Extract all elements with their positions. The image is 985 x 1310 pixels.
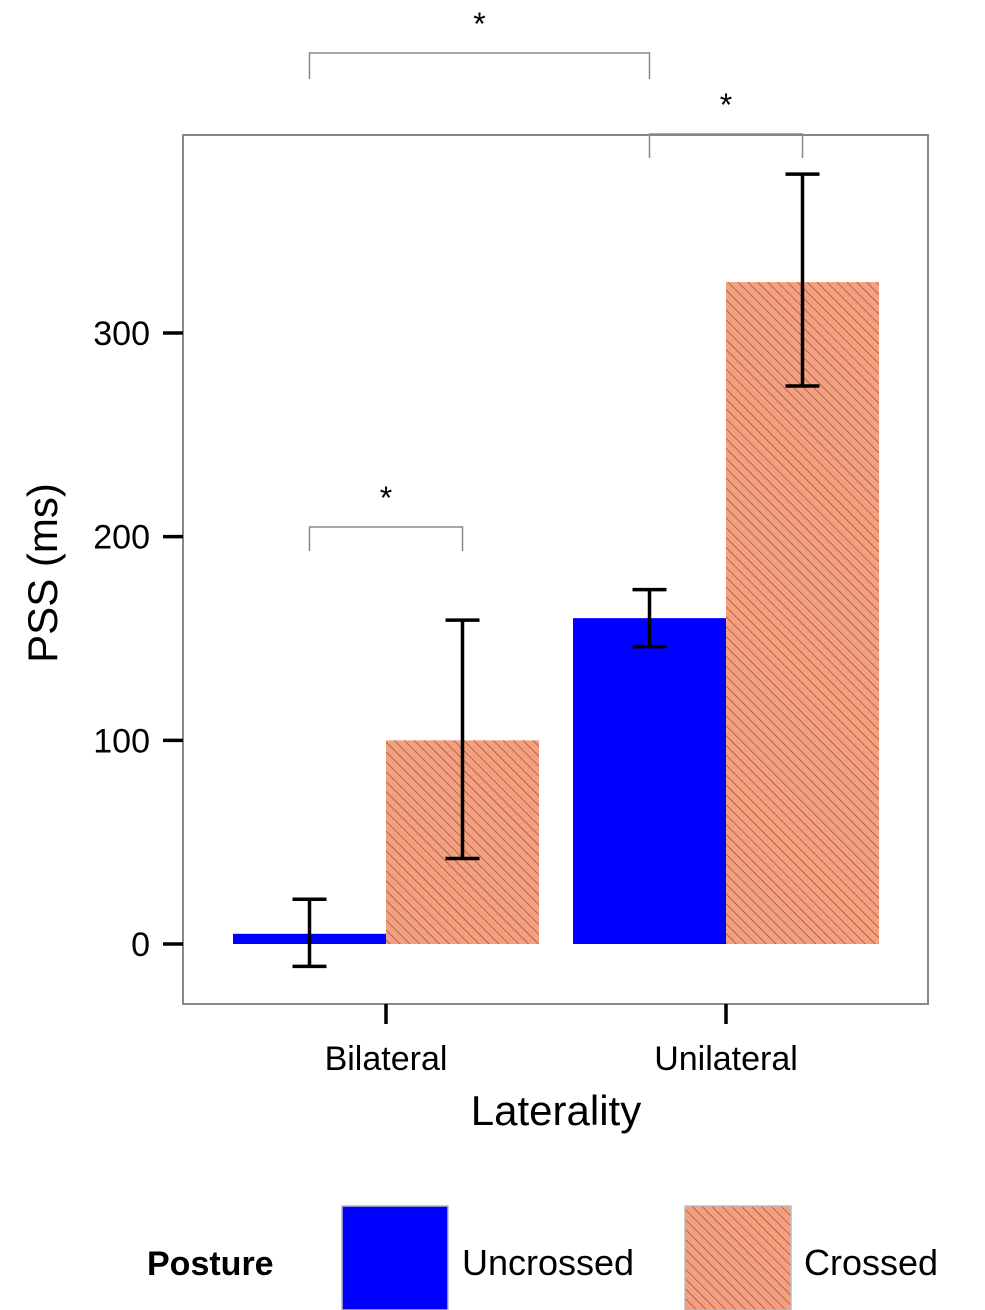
bar-uncrossed-unilateral bbox=[573, 618, 726, 944]
significance-bracket: * bbox=[648, 87, 804, 158]
significance-bracket: * bbox=[308, 6, 651, 79]
y-axis-title: PSS (ms) bbox=[19, 483, 66, 663]
x-tick-label: Bilateral bbox=[325, 1040, 448, 1078]
legend-key-uncrossed bbox=[341, 1205, 449, 1310]
legend-title: Posture bbox=[147, 1245, 274, 1283]
x-tick-label: Unilateral bbox=[654, 1040, 798, 1078]
x-axis: Bilateral Unilateral bbox=[325, 1004, 798, 1078]
y-tick-label: 100 bbox=[93, 722, 150, 760]
error-bars-layer bbox=[292, 172, 820, 969]
x-axis-title: Laterality bbox=[471, 1087, 641, 1134]
error-bar-uncrossed-bilateral bbox=[292, 897, 327, 969]
y-axis: 0 100 200 300 bbox=[93, 315, 183, 964]
bars-layer bbox=[233, 282, 879, 944]
legend-label-crossed: Crossed bbox=[804, 1242, 938, 1283]
significance-star: * bbox=[720, 87, 732, 123]
y-tick-label: 300 bbox=[93, 315, 150, 353]
y-tick-label: 200 bbox=[93, 519, 150, 557]
bar-crossed-unilateral bbox=[726, 282, 879, 944]
error-bar-crossed-unilateral bbox=[785, 172, 820, 388]
significance-bracket: * bbox=[308, 480, 464, 551]
significance-star: * bbox=[380, 480, 392, 516]
legend-key-crossed bbox=[684, 1205, 792, 1310]
error-bar-uncrossed-unilateral bbox=[632, 587, 667, 649]
y-tick-label: 0 bbox=[131, 926, 150, 964]
legend: Posture Uncrossed Crossed bbox=[147, 1205, 938, 1310]
significance-star: * bbox=[473, 6, 485, 42]
legend-label-uncrossed: Uncrossed bbox=[462, 1242, 634, 1283]
error-bar-crossed-bilateral bbox=[445, 618, 480, 861]
significance-layer: * * * bbox=[308, 6, 804, 551]
